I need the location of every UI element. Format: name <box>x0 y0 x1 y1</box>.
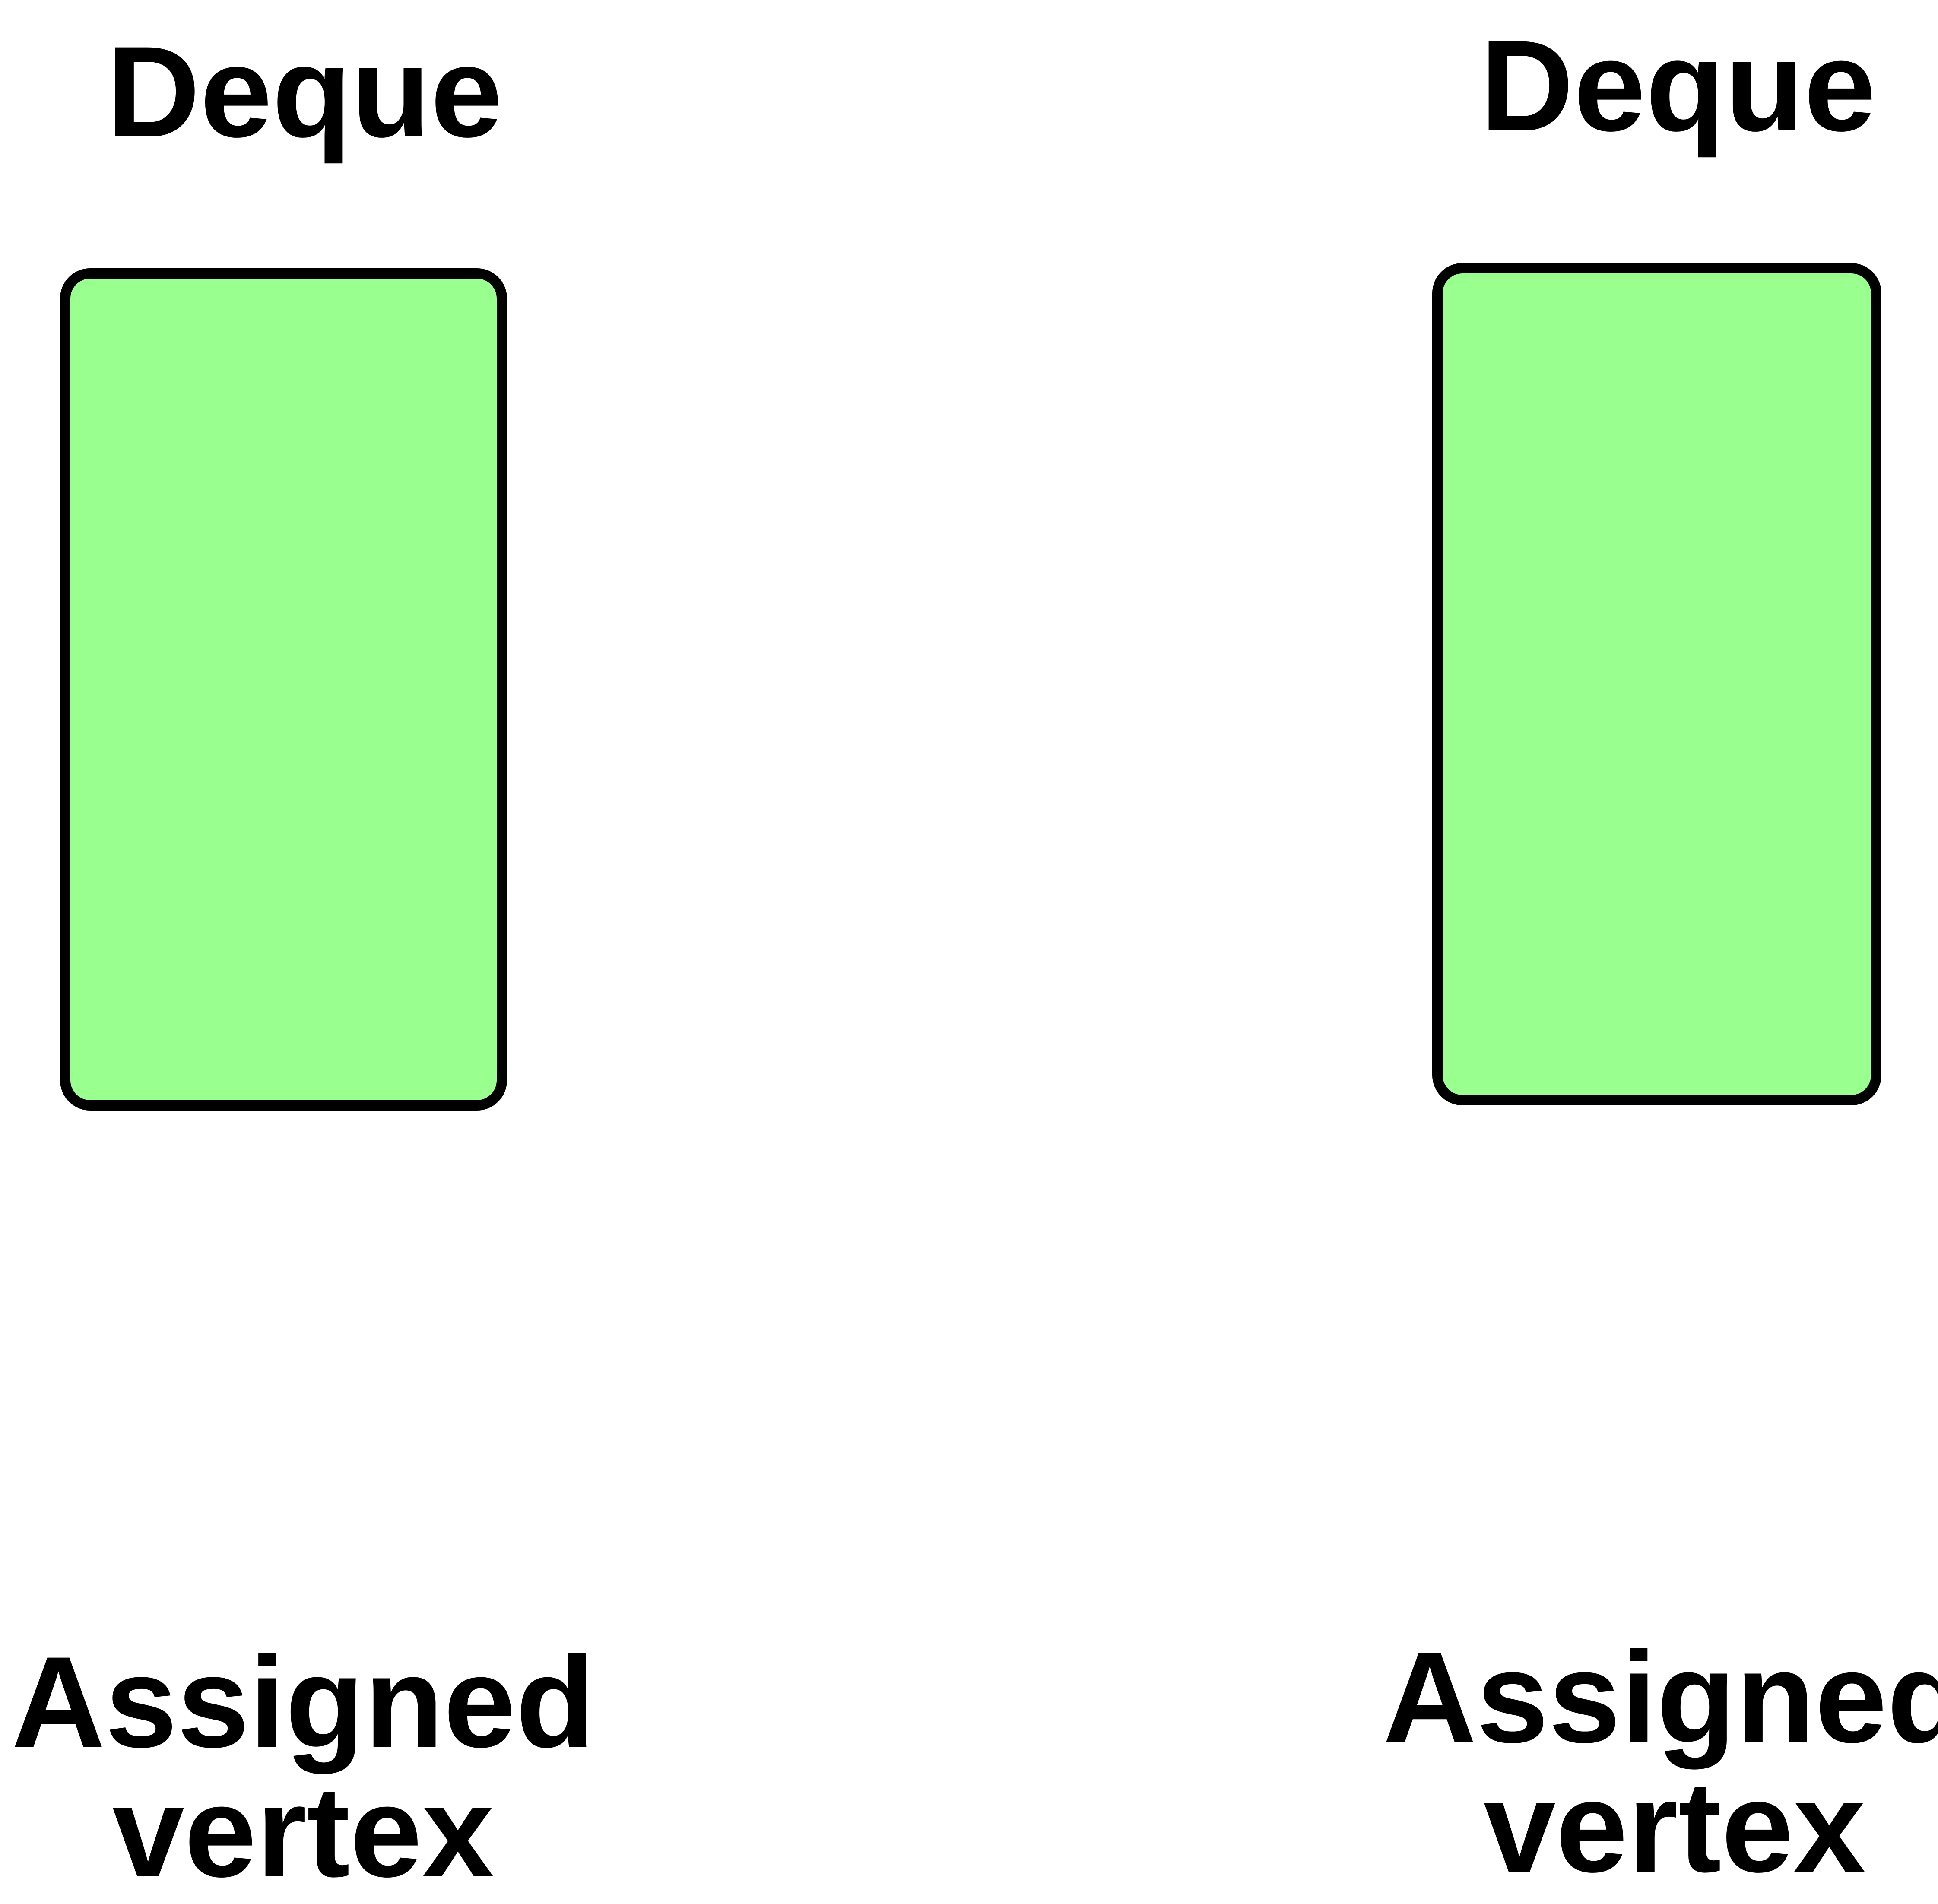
deque-label-right: Deque <box>1480 13 1876 158</box>
assigned-vertex-label-left: Assigned vertex <box>1 1637 606 1896</box>
deque-box-left <box>60 268 507 1111</box>
deque-box-right <box>1432 263 1881 1105</box>
assigned-vertex-label-left-line1: Assigned <box>11 1629 595 1774</box>
assigned-vertex-label-right-line2: vertex <box>1483 1754 1866 1899</box>
assigned-vertex-label-right: Assigned vertex <box>1372 1632 1938 1891</box>
assigned-vertex-label-left-line2: vertex <box>112 1759 495 1904</box>
deque-label-left: Deque <box>106 19 503 164</box>
assigned-vertex-label-right-line1: Assigned <box>1383 1625 1938 1770</box>
